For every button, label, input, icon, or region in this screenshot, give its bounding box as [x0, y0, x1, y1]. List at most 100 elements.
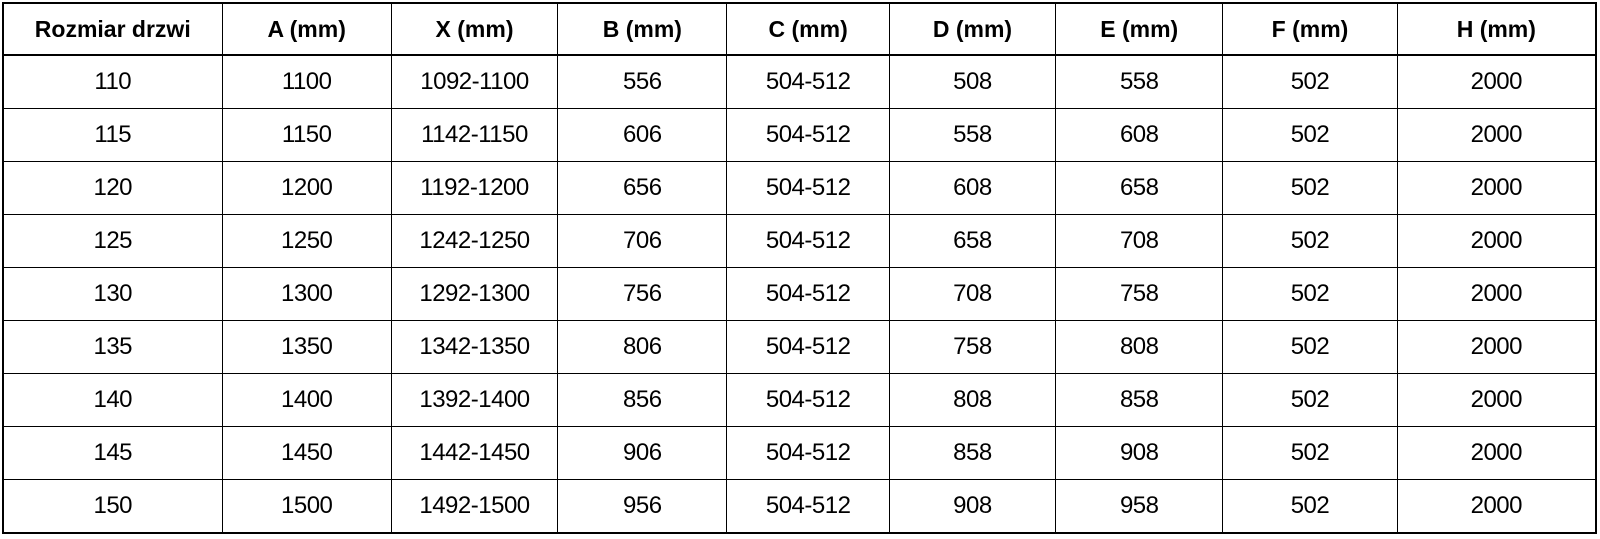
- table-cell: 1392-1400: [390, 373, 559, 427]
- table-cell: 608: [1055, 108, 1224, 162]
- table-cell: 130: [2, 267, 223, 321]
- table-cell: 808: [1055, 320, 1224, 374]
- table-cell: 956: [557, 479, 728, 534]
- table-row: 130 1300 1292-1300 756 504-512 708 758 502 2000: [2, 267, 1597, 321]
- table-cell: 125: [2, 214, 223, 268]
- table-cell: 556: [557, 54, 728, 109]
- table-row: 115 1150 1142-1150 606 504-512 558 608 502 2000: [2, 108, 1597, 162]
- table-cell: 708: [1055, 214, 1224, 268]
- table-cell: 1142-1150: [390, 108, 559, 162]
- table-cell: 502: [1222, 320, 1398, 374]
- table-cell: 658: [888, 214, 1057, 268]
- table-cell: 1150: [221, 108, 392, 162]
- column-header: E (mm): [1055, 2, 1224, 56]
- column-header: X (mm): [390, 2, 559, 56]
- column-header: Rozmiar drzwi: [2, 2, 223, 56]
- header-row: Rozmiar drzwi A (mm) X (mm) B (mm) C (mm) D (…: [2, 2, 1597, 56]
- table-cell: 502: [1222, 54, 1398, 109]
- table-cell: 502: [1222, 373, 1398, 427]
- table-cell: 1342-1350: [390, 320, 559, 374]
- table-cell: 120: [2, 161, 223, 215]
- table-cell: 908: [1055, 426, 1224, 480]
- table-cell: 558: [888, 108, 1057, 162]
- table-cell: 504-512: [726, 479, 890, 534]
- table-row: 140 1400 1392-1400 856 504-512 808 858 502 2000: [2, 373, 1597, 427]
- table-cell: 135: [2, 320, 223, 374]
- column-header: C (mm): [726, 2, 890, 56]
- table-cell: 856: [557, 373, 728, 427]
- table-cell: 1300: [221, 267, 392, 321]
- table-cell: 2000: [1396, 373, 1597, 427]
- table-cell: 608: [888, 161, 1057, 215]
- table-cell: 504-512: [726, 108, 890, 162]
- table-cell: 1100: [221, 54, 392, 109]
- column-header: D (mm): [888, 2, 1057, 56]
- table-cell: 758: [888, 320, 1057, 374]
- table-cell: 1400: [221, 373, 392, 427]
- table-row: 125 1250 1242-1250 706 504-512 658 708 502 2000: [2, 214, 1597, 268]
- table-cell: 1442-1450: [390, 426, 559, 480]
- table-cell: 502: [1222, 479, 1398, 534]
- table-body: 110 1100 1092-1100 556 504-512 508 558 502 2000 1…: [2, 54, 1597, 534]
- table-header: Rozmiar drzwi A (mm) X (mm) B (mm) C (mm) D (…: [2, 2, 1597, 56]
- table-cell: 140: [2, 373, 223, 427]
- table-cell: 145: [2, 426, 223, 480]
- table-cell: 1200: [221, 161, 392, 215]
- table-cell: 1242-1250: [390, 214, 559, 268]
- table-cell: 508: [888, 54, 1057, 109]
- table-cell: 2000: [1396, 108, 1597, 162]
- table-cell: 558: [1055, 54, 1224, 109]
- table-cell: 2000: [1396, 426, 1597, 480]
- table-cell: 1192-1200: [390, 161, 559, 215]
- table-cell: 504-512: [726, 373, 890, 427]
- table-cell: 502: [1222, 426, 1398, 480]
- table-cell: 858: [888, 426, 1057, 480]
- table-cell: 1492-1500: [390, 479, 559, 534]
- table-cell: 1500: [221, 479, 392, 534]
- table-cell: 606: [557, 108, 728, 162]
- table-cell: 504-512: [726, 161, 890, 215]
- table-cell: 504-512: [726, 426, 890, 480]
- table-cell: 1350: [221, 320, 392, 374]
- column-header: H (mm): [1396, 2, 1597, 56]
- table-row: 150 1500 1492-1500 956 504-512 908 958 502 2000: [2, 479, 1597, 534]
- column-header: B (mm): [557, 2, 728, 56]
- table-cell: 502: [1222, 214, 1398, 268]
- table-cell: 658: [1055, 161, 1224, 215]
- table-cell: 2000: [1396, 214, 1597, 268]
- table-cell: 1292-1300: [390, 267, 559, 321]
- table-cell: 1092-1100: [390, 54, 559, 109]
- table-cell: 2000: [1396, 479, 1597, 534]
- table-cell: 906: [557, 426, 728, 480]
- table-cell: 708: [888, 267, 1057, 321]
- table-cell: 2000: [1396, 320, 1597, 374]
- table-cell: 706: [557, 214, 728, 268]
- table-cell: 504-512: [726, 320, 890, 374]
- column-header: F (mm): [1222, 2, 1398, 56]
- table-row: 110 1100 1092-1100 556 504-512 508 558 502 2000: [2, 54, 1597, 109]
- table-cell: 502: [1222, 267, 1398, 321]
- table-cell: 502: [1222, 161, 1398, 215]
- table-cell: 756: [557, 267, 728, 321]
- table-cell: 110: [2, 54, 223, 109]
- table-cell: 858: [1055, 373, 1224, 427]
- table-cell: 758: [1055, 267, 1224, 321]
- table-cell: 2000: [1396, 161, 1597, 215]
- table-cell: 504-512: [726, 54, 890, 109]
- table-cell: 504-512: [726, 214, 890, 268]
- table-cell: 806: [557, 320, 728, 374]
- table-cell: 908: [888, 479, 1057, 534]
- table-cell: 808: [888, 373, 1057, 427]
- table-cell: 2000: [1396, 267, 1597, 321]
- column-header: A (mm): [221, 2, 392, 56]
- table-cell: 656: [557, 161, 728, 215]
- table-cell: 2000: [1396, 54, 1597, 109]
- table-cell: 502: [1222, 108, 1398, 162]
- table-row: 135 1350 1342-1350 806 504-512 758 808 502 2000: [2, 320, 1597, 374]
- table-cell: 150: [2, 479, 223, 534]
- table-cell: 115: [2, 108, 223, 162]
- table-cell: 1250: [221, 214, 392, 268]
- table-cell: 958: [1055, 479, 1224, 534]
